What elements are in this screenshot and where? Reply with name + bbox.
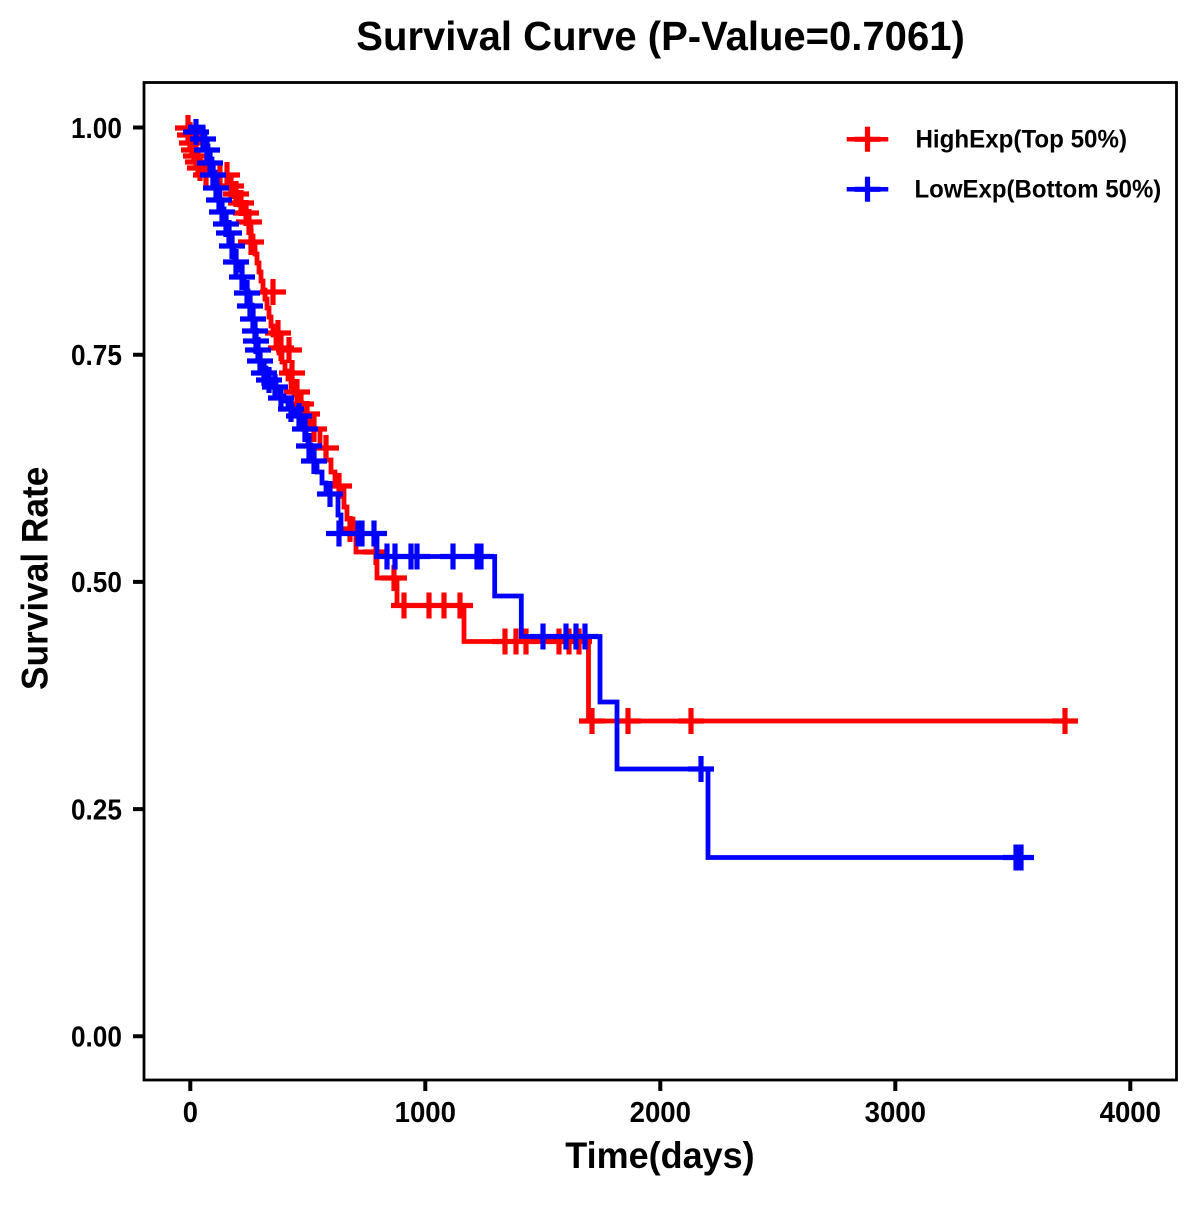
svg-text:Time(days): Time(days)	[565, 1134, 754, 1176]
svg-text:0.50: 0.50	[71, 567, 122, 599]
svg-text:HighExp(Top 50%): HighExp(Top 50%)	[916, 125, 1128, 153]
svg-text:Survival Rate: Survival Rate	[13, 467, 55, 690]
svg-text:LowExp(Bottom 50%): LowExp(Bottom 50%)	[915, 175, 1162, 203]
svg-text:Survival Curve (P-Value=0.7061: Survival Curve (P-Value=0.7061)	[356, 13, 965, 59]
svg-text:0.25: 0.25	[71, 794, 122, 826]
svg-text:0: 0	[183, 1097, 198, 1129]
svg-text:1000: 1000	[395, 1097, 456, 1129]
svg-text:3000: 3000	[865, 1097, 926, 1129]
svg-text:2000: 2000	[630, 1097, 691, 1129]
svg-text:4000: 4000	[1100, 1097, 1161, 1129]
svg-text:0.00: 0.00	[71, 1022, 122, 1054]
svg-text:0.75: 0.75	[71, 340, 122, 372]
svg-text:1.00: 1.00	[71, 113, 122, 145]
